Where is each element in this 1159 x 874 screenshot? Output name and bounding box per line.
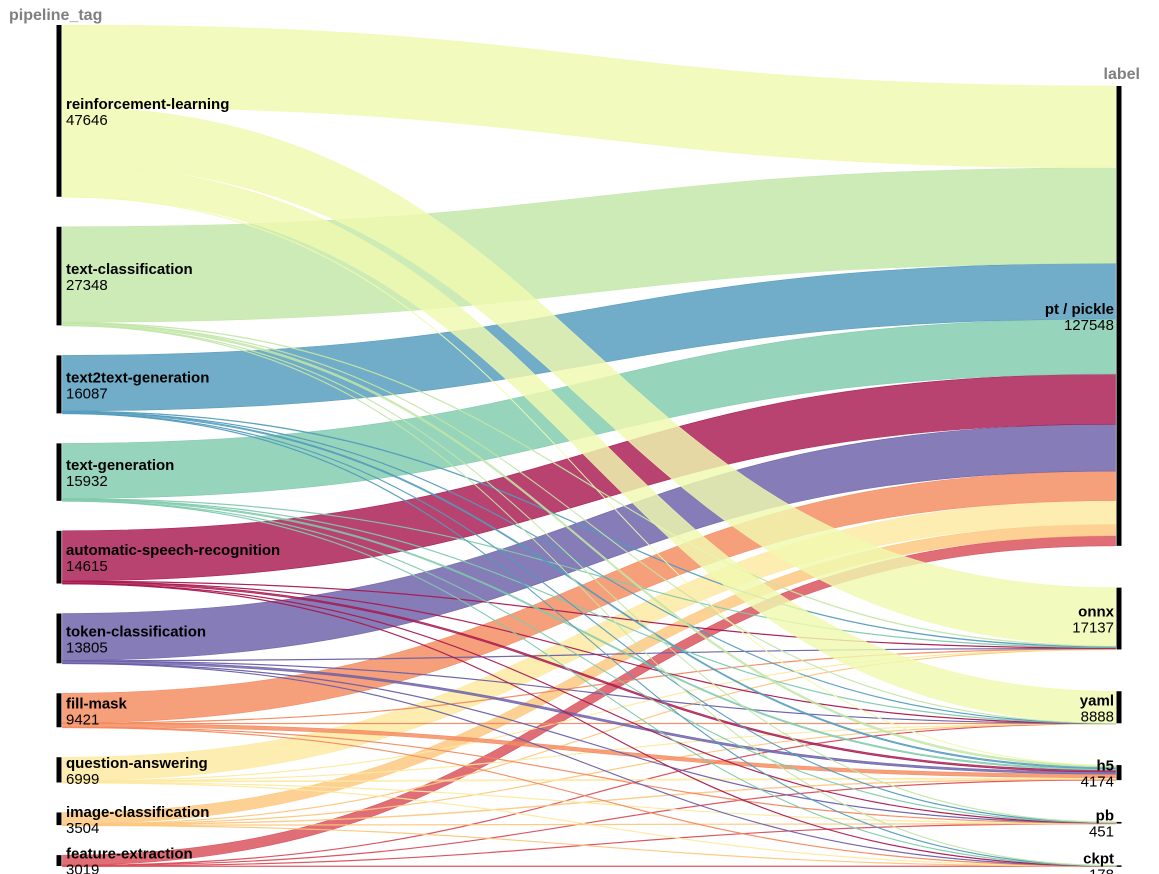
flow-ribbon[interactable] [62, 660, 1116, 775]
flow-ribbon[interactable] [62, 410, 1116, 648]
flow-ribbon[interactable] [62, 865, 1116, 867]
category-count: 127548 [1064, 317, 1114, 334]
category-bar[interactable] [56, 530, 62, 584]
category-bar[interactable] [1116, 587, 1122, 650]
category-count: 47646 [66, 112, 108, 129]
flow-ribbon[interactable] [62, 322, 1116, 724]
flow-ribbon[interactable] [62, 648, 1116, 825]
flow-ribbon[interactable] [62, 498, 1116, 771]
category-bar[interactable] [1116, 821, 1122, 824]
category-count: 6999 [66, 771, 99, 788]
category-label: fill-mask [66, 695, 128, 712]
flow-ribbon[interactable] [62, 325, 1116, 867]
category-bar[interactable] [56, 812, 62, 826]
flow-ribbon[interactable] [62, 164, 1116, 724]
category-label: question-answering [66, 755, 208, 772]
category-bar[interactable] [56, 443, 62, 501]
flow-ribbon[interactable] [62, 722, 1116, 725]
flow-ribbon[interactable] [62, 722, 1116, 778]
flow-ribbon[interactable] [62, 580, 1116, 649]
flow-ribbon[interactable] [62, 778, 1116, 826]
category-count: 178 [1089, 867, 1114, 874]
category-bar[interactable] [1116, 865, 1122, 867]
category-label: token-classification [66, 623, 206, 640]
flow-ribbon[interactable] [62, 779, 1116, 867]
flow-ribbon[interactable] [62, 106, 1116, 647]
category-count: 14615 [66, 558, 108, 575]
category-label: text-generation [66, 457, 174, 474]
category-label: reinforcement-learning [66, 96, 229, 113]
category-count: 13805 [66, 639, 108, 656]
category-count: 9421 [66, 711, 99, 728]
category-label: ckpt [1083, 851, 1114, 868]
flow-ribbon[interactable] [62, 581, 1116, 773]
flow-ribbon[interactable] [62, 322, 1116, 647]
flow-ribbon[interactable] [62, 324, 1116, 823]
category-bar[interactable] [1116, 691, 1122, 724]
category-label: image-classification [66, 804, 209, 821]
flow-ribbon[interactable] [62, 648, 1116, 724]
category-label: feature-extraction [66, 846, 193, 863]
flow-ribbon[interactable] [62, 535, 1116, 866]
category-label: h5 [1096, 758, 1114, 775]
flow-ribbon[interactable] [62, 411, 1116, 769]
ribbons-layer [62, 24, 1116, 867]
category-count: 17137 [1072, 620, 1114, 637]
category-label: pb [1096, 808, 1114, 825]
flow-ribbon[interactable] [62, 470, 1116, 724]
category-bar[interactable] [56, 757, 62, 783]
flow-ribbon[interactable] [62, 781, 1116, 825]
flow-ribbon[interactable] [62, 322, 1116, 768]
category-count: 27348 [66, 277, 108, 294]
category-label: pt / pickle [1045, 301, 1114, 318]
category-count: 16087 [66, 385, 108, 402]
category-bar[interactable] [56, 355, 62, 414]
category-count: 3019 [66, 862, 99, 874]
flow-ribbon[interactable] [62, 648, 1116, 782]
category-bar[interactable] [1116, 765, 1122, 781]
category-bar[interactable] [56, 855, 62, 866]
category-count: 15932 [66, 473, 108, 490]
category-bar[interactable] [1116, 86, 1122, 546]
category-label: onnx [1078, 604, 1114, 621]
category-bar[interactable] [56, 693, 62, 728]
category-label: automatic-speech-recognition [66, 542, 280, 559]
flow-ribbon[interactable] [62, 24, 1116, 169]
category-bar[interactable] [56, 25, 62, 197]
category-bars-layer [56, 25, 1122, 867]
category-label: text-classification [66, 261, 193, 278]
category-label: yaml [1080, 692, 1114, 709]
category-bar[interactable] [56, 613, 62, 664]
category-count: 8888 [1081, 708, 1114, 725]
category-count: 3504 [66, 820, 99, 837]
category-bar[interactable] [56, 226, 62, 326]
category-label: text2text-generation [66, 369, 209, 386]
flow-ribbon[interactable] [62, 318, 1116, 499]
left-dimension-title: pipeline_tag [9, 7, 102, 24]
right-dimension-title: label [1104, 66, 1140, 83]
category-count: 4174 [1081, 774, 1114, 791]
category-count: 451 [1089, 824, 1114, 841]
flow-ribbon[interactable] [62, 196, 1116, 766]
